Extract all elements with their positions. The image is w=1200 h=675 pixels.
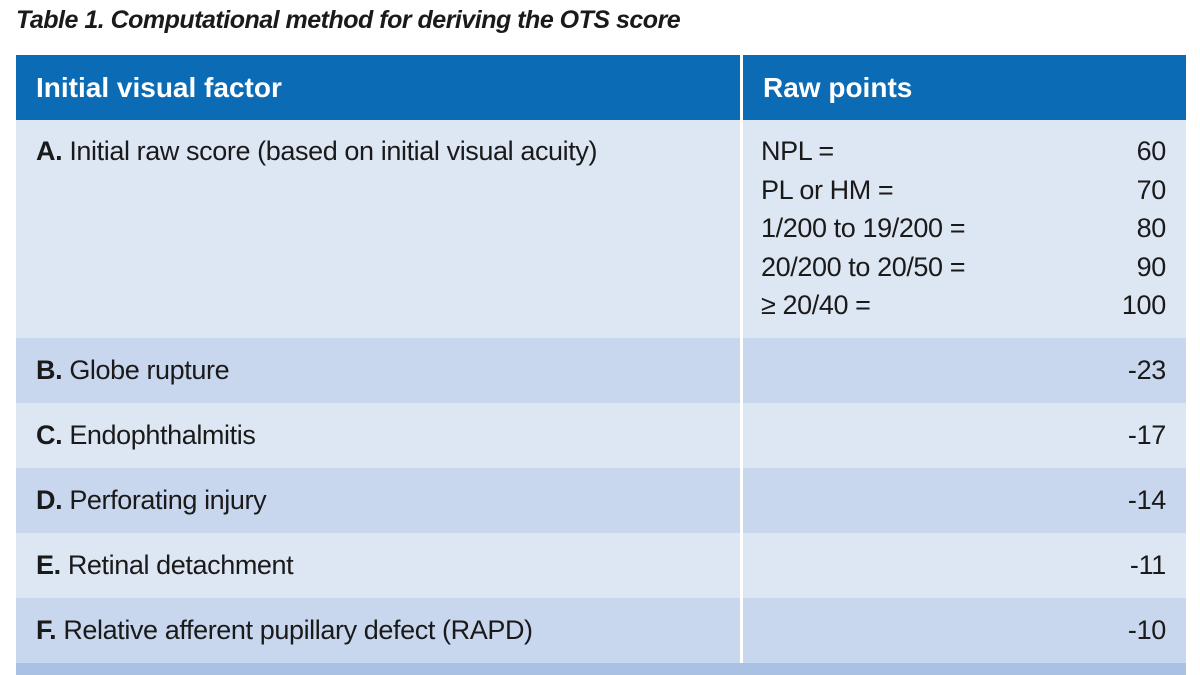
factor-letter: D. xyxy=(36,485,63,515)
acuity-label: PL or HM = xyxy=(761,174,894,205)
raw-points: 60 xyxy=(1136,136,1167,166)
raw-points: 90 xyxy=(1136,251,1167,282)
factor-letter: C. xyxy=(36,420,63,450)
factor-cell: B. Globe rupture xyxy=(36,355,230,386)
factor-text: Retinal detachment xyxy=(67,550,294,580)
header-cell: Initial visual factor xyxy=(16,55,740,120)
acuity-label: 1/200 to 19/200 = xyxy=(761,213,966,243)
row-bg xyxy=(743,533,1186,598)
raw-points: -17 xyxy=(1127,420,1166,450)
row-bg xyxy=(743,468,1186,533)
header-cell: Raw points xyxy=(743,55,1186,120)
factor-letter: A. xyxy=(36,136,63,166)
row-bg xyxy=(16,338,740,403)
acuity-label: 20/200 to 20/50 = xyxy=(761,251,966,282)
factor-letter: E. xyxy=(36,550,61,580)
raw-points: -11 xyxy=(1129,550,1166,580)
column-divider xyxy=(740,55,743,663)
factor-cell: A. Initial raw score (based on initial v… xyxy=(36,136,597,167)
acuity-label: ≥ 20/40 = xyxy=(761,290,871,320)
row-bg xyxy=(16,468,740,533)
factor-text: Relative afferent pupillary defect (RAPD… xyxy=(63,615,533,645)
factor-cell: F. Relative afferent pupillary defect (R… xyxy=(36,615,533,646)
row-bg xyxy=(16,120,740,338)
row-bg xyxy=(743,598,1186,663)
factor-cell: C. Endophthalmitis xyxy=(36,420,256,451)
raw-points: 70 xyxy=(1136,174,1167,205)
factor-text: Endophthalmitis xyxy=(69,420,256,450)
raw-points: 80 xyxy=(1136,213,1167,243)
row-bg xyxy=(743,403,1186,468)
row-bg xyxy=(16,533,740,598)
factor-text: Globe rupture xyxy=(69,355,230,385)
raw-points: -14 xyxy=(1127,485,1166,515)
factor-letter: F. xyxy=(36,615,57,645)
factor-cell: E. Retinal detachment xyxy=(36,550,294,581)
factor-letter: B. xyxy=(36,355,63,385)
raw-points: -23 xyxy=(1127,355,1166,385)
raw-points: -10 xyxy=(1127,615,1166,645)
factor-text: Perforating injury xyxy=(69,485,267,515)
acuity-label: NPL = xyxy=(761,136,834,166)
row-bg xyxy=(743,120,1186,338)
row-bg xyxy=(16,598,740,663)
raw-points: 100 xyxy=(1121,290,1166,320)
row-bg xyxy=(16,403,740,468)
row-bg xyxy=(743,338,1186,403)
table-title: Table 1. Computational method for derivi… xyxy=(16,6,681,34)
table-bottom-bar xyxy=(16,663,1186,675)
factor-cell: D. Perforating injury xyxy=(36,485,267,516)
factor-text: Initial raw score (based on initial visu… xyxy=(69,136,598,166)
